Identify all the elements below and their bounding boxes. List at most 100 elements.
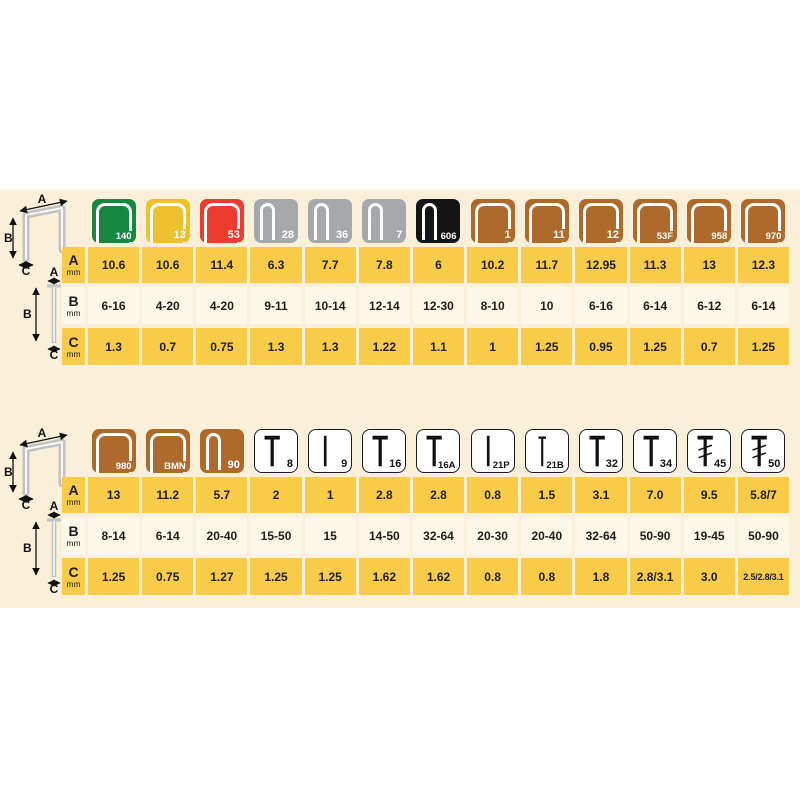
value-cell-A-28: 6.3 xyxy=(250,247,302,283)
value-cell-A-12: 12.95 xyxy=(575,247,627,283)
dim-c-label: C xyxy=(22,498,31,509)
type-number: 958 xyxy=(710,230,729,242)
column-header-140: 140 xyxy=(88,199,139,243)
row-letter: B xyxy=(68,522,79,539)
type-number: 32 xyxy=(605,457,618,470)
column-header-11: 11 xyxy=(521,199,572,243)
value-cell-C-28: 1.3 xyxy=(250,328,302,365)
value-cell-C-16A: 1.62 xyxy=(412,558,465,595)
value-cell-C-53: 0.75 xyxy=(196,328,248,365)
value-cell-B-53F: 6-14 xyxy=(629,287,681,324)
value-cell-A-21P: 0.8 xyxy=(467,477,519,513)
column-header-28: 28 xyxy=(250,199,301,243)
staple-wide-glyph xyxy=(637,203,674,243)
value-cell-B-1: 8-10 xyxy=(467,287,519,324)
value-cell-B-90: 20-40 xyxy=(196,517,248,554)
column-header-7: 7 xyxy=(359,199,410,243)
staple-wide-glyph xyxy=(95,203,132,243)
type-icon-13: 13 xyxy=(145,199,190,243)
value-cell-A-958: 13 xyxy=(683,247,735,283)
type-number: 606 xyxy=(440,230,457,242)
type-number: 8 xyxy=(286,457,294,470)
type-number: 53F xyxy=(655,230,675,242)
value-cell-C-970: 1.25 xyxy=(737,328,789,365)
brad-glyph xyxy=(538,436,546,467)
value-cell-C-50: 2.5/2.8/3.1 xyxy=(737,558,789,595)
value-cell-C-980: 1.25 xyxy=(88,558,140,595)
value-cell-C-7: 1.22 xyxy=(358,328,410,365)
type-icon-21P: 21P xyxy=(470,429,515,473)
table-corner xyxy=(62,429,85,473)
value-cell-A-980: 13 xyxy=(88,477,140,513)
staple-narrow-glyph xyxy=(205,433,221,470)
staple-wide-glyph xyxy=(582,203,619,243)
type-icon-8: 8 xyxy=(254,429,299,473)
value-cell-B-36: 10-14 xyxy=(304,287,356,324)
value-cell-C-32: 1.8 xyxy=(575,558,627,595)
dim-b-label: B xyxy=(4,231,13,245)
type-icon-16A: 16A xyxy=(416,429,461,473)
value-cell-C-36: 1.3 xyxy=(304,328,356,365)
dim-b-label: B xyxy=(23,307,32,321)
value-cell-B-16A: 32-64 xyxy=(412,517,465,554)
type-number: 12 xyxy=(605,228,620,242)
column-header-8: 8 xyxy=(250,429,301,473)
type-icon-32: 32 xyxy=(578,429,623,473)
type-icon-36: 36 xyxy=(308,199,353,243)
type-icon-50: 50 xyxy=(741,429,786,473)
row-letter: A xyxy=(68,252,79,269)
type-number: 7 xyxy=(396,228,403,241)
value-cell-C-606: 1.1 xyxy=(412,328,465,365)
value-cell-B-50: 50-90 xyxy=(737,517,789,554)
type-number: 36 xyxy=(335,228,349,241)
dim-c-label: C xyxy=(50,582,59,594)
value-cell-A-36: 7.7 xyxy=(304,247,356,283)
type-icon-90: 90 xyxy=(199,429,244,473)
row-letter: A xyxy=(68,482,79,499)
staple-wide-glyph xyxy=(149,433,186,473)
column-header-21B: 21B xyxy=(521,429,572,473)
value-cell-B-34: 50-90 xyxy=(629,517,681,554)
column-header-970: 970 xyxy=(738,199,789,243)
value-cell-B-8: 15-50 xyxy=(250,517,302,554)
value-cell-B-32: 32-64 xyxy=(575,517,627,554)
dim-a-label: A xyxy=(38,427,47,440)
staple-narrow-glyph xyxy=(260,203,276,240)
value-cell-A-32: 3.1 xyxy=(575,477,627,513)
value-cell-B-958: 6-12 xyxy=(683,287,735,324)
type-number: 21B xyxy=(546,459,564,471)
row-letter: B xyxy=(68,292,79,309)
column-header-90: 90 xyxy=(196,429,247,473)
value-cell-B-45: 19-45 xyxy=(683,517,735,554)
type-number: 45 xyxy=(714,457,727,470)
column-header-BMN: BMN xyxy=(142,429,193,473)
value-cell-C-21P: 0.8 xyxy=(467,558,519,595)
type-icon-980: 980 xyxy=(91,429,136,473)
value-cell-A-53F: 11.3 xyxy=(629,247,681,283)
nail-glyph xyxy=(427,435,443,467)
value-cell-B-9: 15 xyxy=(304,517,356,554)
type-icon-16: 16 xyxy=(362,429,407,473)
nail-dimension-diagram: A B C xyxy=(23,500,61,594)
value-cell-B-7: 12-14 xyxy=(358,287,410,324)
staple-dimension-diagram: A B C xyxy=(4,193,68,275)
row-unit: mm xyxy=(66,267,81,278)
pin-glyph xyxy=(486,435,490,467)
value-cell-C-12: 0.95 xyxy=(575,328,627,365)
value-cell-B-53: 4-20 xyxy=(196,287,248,324)
column-header-45: 45 xyxy=(684,429,735,473)
type-icon-45: 45 xyxy=(687,429,732,473)
value-cell-C-90: 1.27 xyxy=(196,558,248,595)
nail-glyph xyxy=(264,435,280,467)
type-icon-34: 34 xyxy=(633,429,678,473)
column-header-9: 9 xyxy=(305,429,356,473)
value-cell-B-21B: 20-40 xyxy=(521,517,573,554)
dim-a-label: A xyxy=(50,266,59,279)
type-icon-1: 1 xyxy=(470,199,515,243)
type-number: 16A xyxy=(438,459,456,471)
value-cell-C-21B: 0.8 xyxy=(521,558,573,595)
value-cell-A-11: 11.7 xyxy=(521,247,573,283)
